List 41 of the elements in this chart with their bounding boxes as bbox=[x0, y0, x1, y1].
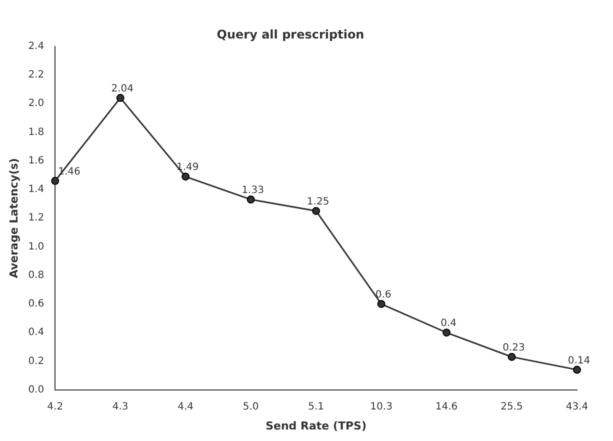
x-tick-label: 5.0 bbox=[242, 401, 259, 412]
point bbox=[377, 300, 386, 308]
y-tick-label: 2.4 bbox=[28, 40, 44, 52]
x-tick-label: 5.1 bbox=[308, 401, 324, 412]
chart-title: Query all prescription bbox=[216, 27, 364, 42]
data-label: 2.04 bbox=[111, 84, 134, 95]
data-label: 1.25 bbox=[306, 196, 330, 208]
y-tick-label: 1.4 bbox=[28, 184, 44, 196]
y-axis-title: Average Latency(s) bbox=[7, 158, 20, 278]
y-tick-label: 1.0 bbox=[28, 241, 44, 252]
point bbox=[442, 328, 451, 337]
point bbox=[116, 94, 124, 102]
data-label: 1.33 bbox=[242, 185, 264, 196]
y-tick-label: 2.2 bbox=[28, 70, 44, 81]
y-tick-label: 0.6 bbox=[28, 298, 44, 310]
y-tick-label: 2.0 bbox=[28, 98, 44, 110]
x-tick-label: 25.5 bbox=[500, 401, 523, 412]
x-tick-label: 10.3 bbox=[370, 401, 392, 412]
x-axis-title: Send Rate (TPS) bbox=[266, 419, 367, 432]
y-tick-label: 0.0 bbox=[28, 384, 44, 396]
x-tick-label: 14.6 bbox=[435, 401, 458, 412]
y-tick-label: 0.4 bbox=[28, 327, 44, 338]
x-tick-label: 4.4 bbox=[178, 401, 194, 412]
data-label: 0.23 bbox=[502, 342, 525, 354]
point bbox=[182, 172, 190, 181]
x-tick-label: 4.2 bbox=[47, 401, 64, 412]
y-tick-label: 1.6 bbox=[28, 155, 44, 166]
data-label: 0.4 bbox=[440, 318, 456, 330]
point bbox=[51, 176, 60, 185]
point bbox=[508, 352, 516, 361]
x-tick-label: 4.3 bbox=[112, 401, 128, 412]
y-tick-label: 0.8 bbox=[28, 270, 44, 281]
y-tick-label: 1.8 bbox=[28, 126, 44, 138]
point bbox=[246, 196, 255, 204]
point bbox=[312, 206, 320, 215]
y-tick-label: 1.2 bbox=[28, 212, 44, 224]
point bbox=[573, 366, 581, 374]
data-label: 0.6 bbox=[375, 290, 392, 301]
data-label: 0.14 bbox=[568, 355, 590, 366]
x-tick-label: 43.4 bbox=[566, 401, 588, 412]
y-tick-label: 0.2 bbox=[28, 356, 44, 367]
